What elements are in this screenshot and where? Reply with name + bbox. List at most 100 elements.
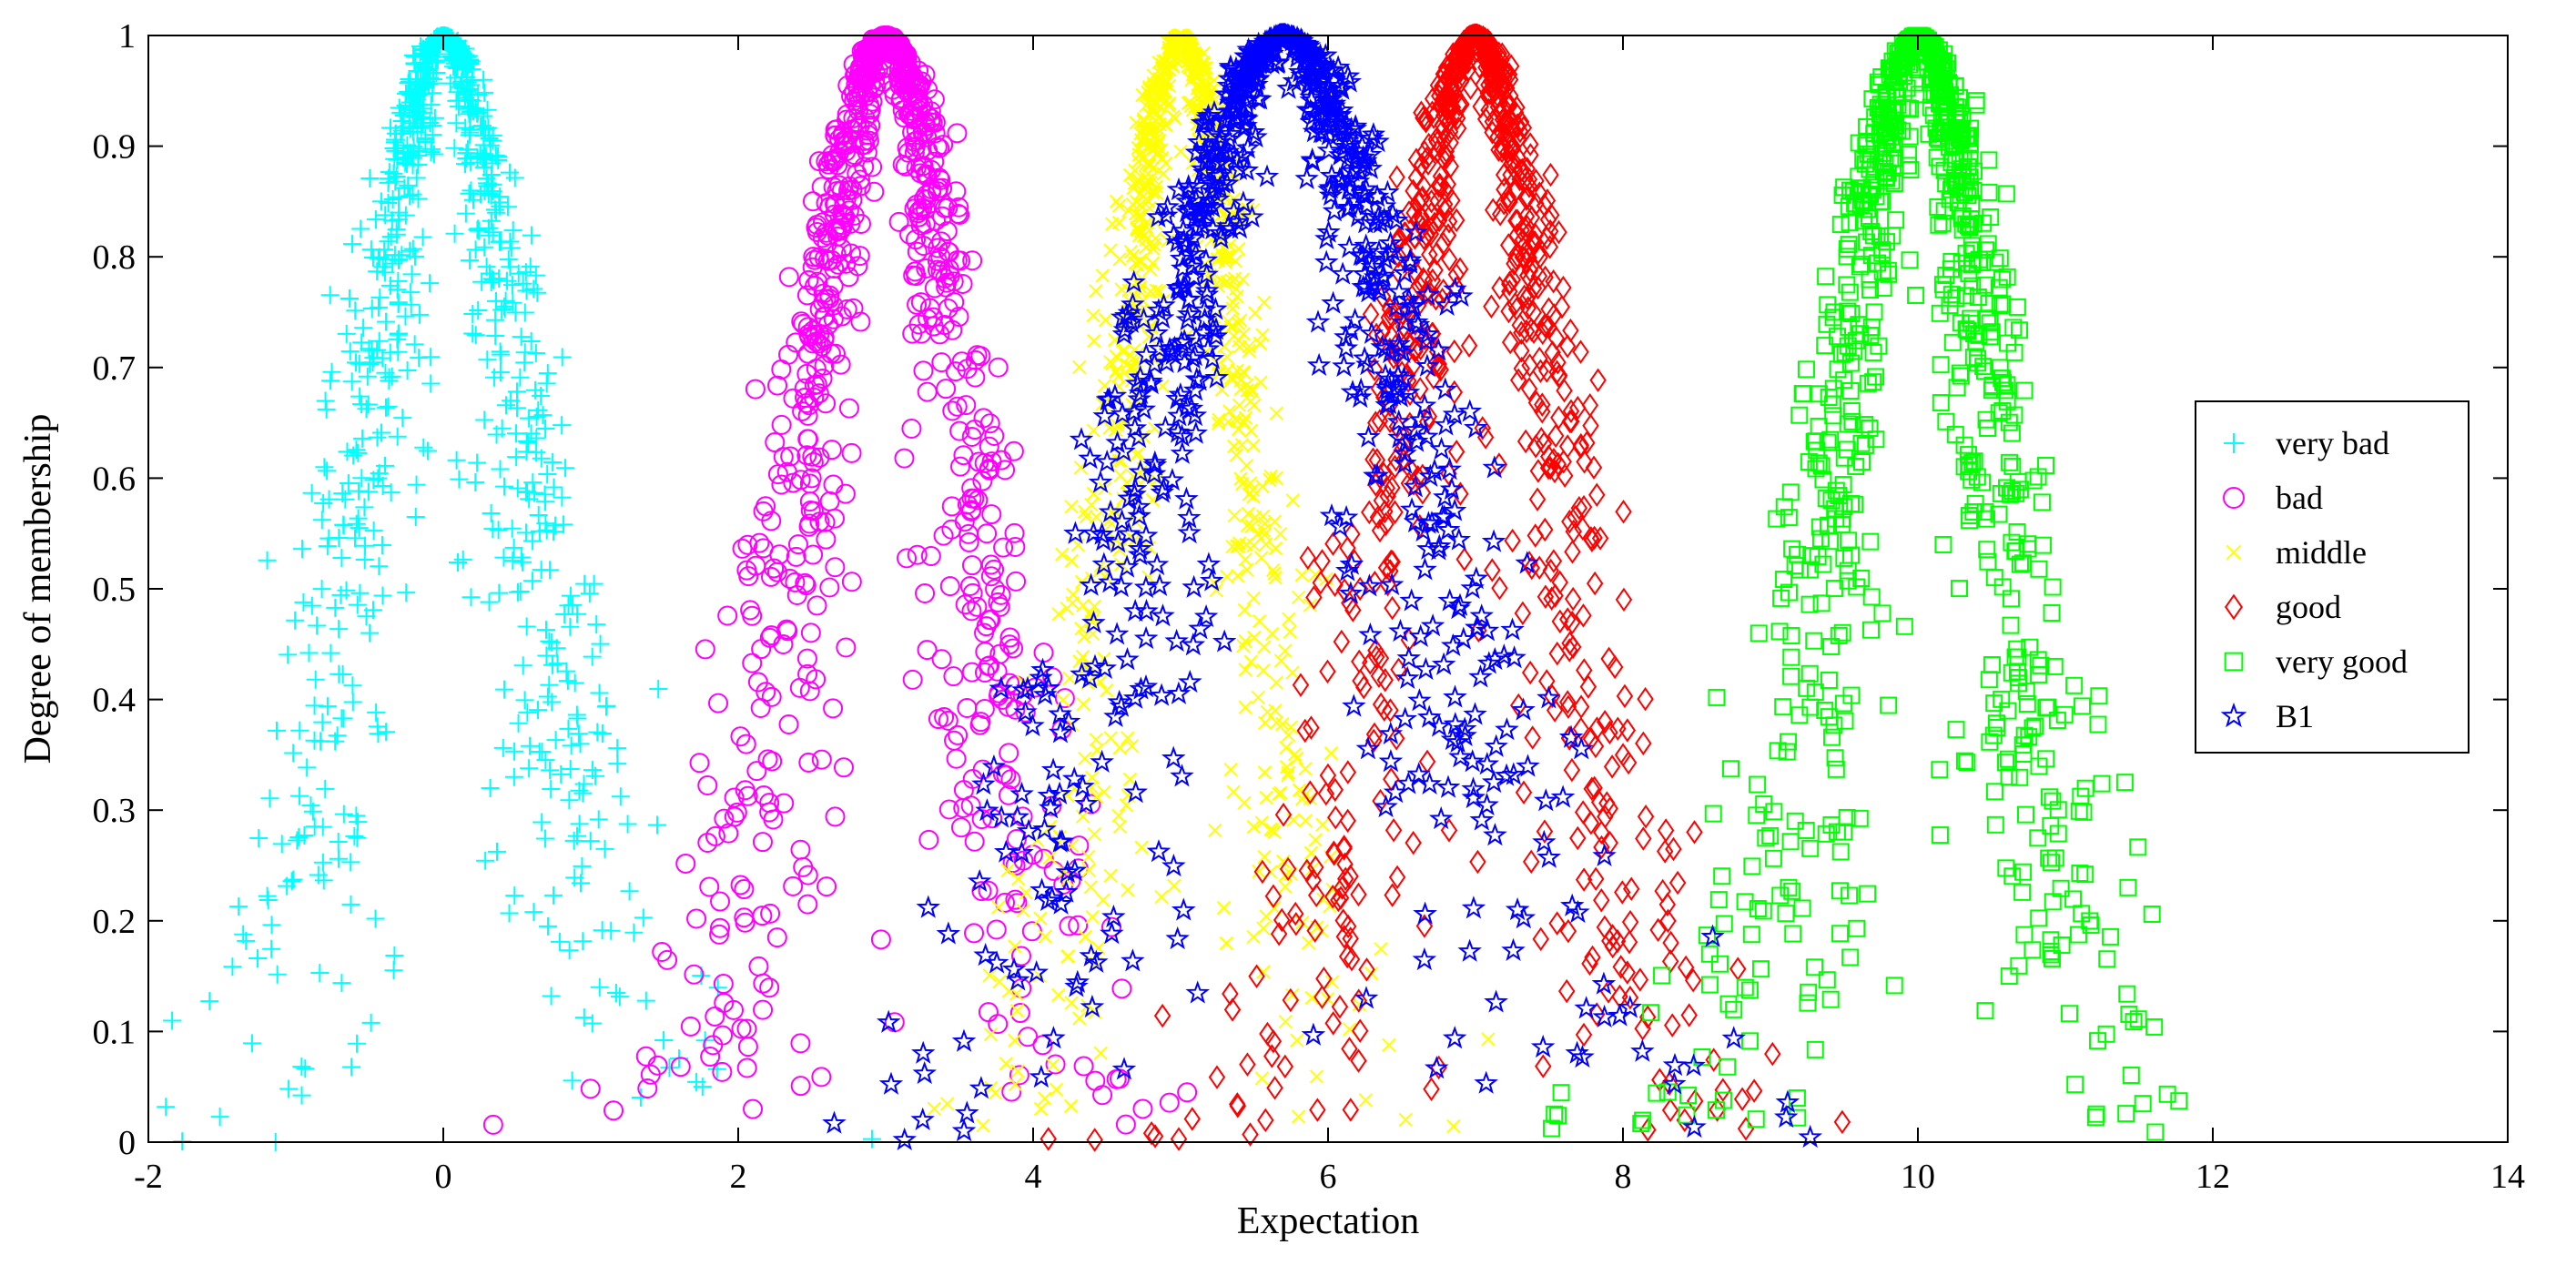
data-point [482,1114,503,1135]
data-point [1064,996,1079,1010]
data-point [797,865,818,886]
data-point [898,69,919,90]
data-point [988,357,1009,378]
data-point [421,374,441,393]
data-point [530,521,549,541]
data-point [738,566,759,587]
data-point [757,749,778,770]
data-point [557,662,576,681]
data-point [262,916,281,935]
data-point [606,983,625,1002]
data-point [800,622,821,643]
data-point [786,546,806,567]
data-point [804,387,825,408]
data-point [808,247,829,268]
data-point [288,831,307,850]
data-point [515,303,534,322]
data-point [1219,936,1234,951]
data-point [724,806,745,827]
data-point [731,1018,752,1039]
data-point [1032,1035,1053,1056]
data-point [907,294,928,315]
data-point [1269,675,1283,690]
data-point [302,596,321,615]
data-point [536,621,555,640]
data-point [507,382,526,401]
data-point [571,734,590,754]
data-point [447,43,466,62]
data-point [381,483,401,502]
data-point [897,81,918,102]
data-point [480,592,499,612]
data-point [959,575,980,596]
data-point [308,616,327,635]
data-point [730,875,751,896]
data-point [430,28,449,47]
data-point [979,436,999,457]
data-point [648,815,667,835]
data-point [1006,829,1027,850]
data-point [289,827,309,846]
data-point [279,1079,299,1098]
data-point [742,653,763,673]
data-point [522,226,541,245]
data-point [803,544,824,565]
data-point [502,519,522,538]
data-point [1231,421,1246,437]
data-point [1001,1081,1022,1102]
data-point [798,269,819,290]
data-point [553,416,572,435]
data-point [404,137,423,157]
data-point [753,501,774,521]
data-point [759,977,780,998]
data-point [796,648,817,669]
data-point [884,86,905,106]
data-point [941,496,962,517]
data-point [760,566,781,587]
data-point [974,698,995,719]
data-point [425,108,444,127]
data-point [403,239,422,258]
data-point [1229,281,1243,297]
data-point [483,175,502,194]
data-point [332,709,351,728]
data-point [1252,864,1266,879]
data-point [833,757,854,778]
data-point [475,410,494,430]
data-point [986,919,1007,940]
data-point [827,147,847,168]
data-point [568,826,587,845]
data-point [396,307,415,326]
data-point [332,974,351,993]
data-point [421,274,440,293]
data-point [329,832,348,851]
data-point [989,643,1010,664]
data-point [590,977,609,997]
data-point [894,448,915,469]
data-point [948,724,969,745]
data-point [357,400,376,419]
data-point [267,721,286,740]
data-point [737,534,758,555]
data-point [1098,313,1113,328]
data-point [870,929,891,950]
data-point [511,368,530,387]
data-point [680,1016,701,1037]
data-point [570,815,589,834]
data-point [796,363,817,384]
data-point [983,1027,999,1042]
data-point [543,655,562,674]
data-point [558,672,577,691]
data-point [397,84,416,103]
data-point [753,973,774,994]
data-point [447,450,466,470]
data-point [927,180,948,201]
data-point [593,921,612,940]
data-point [708,693,729,713]
data-point [366,210,385,229]
data-point [1238,633,1253,649]
data-point [315,458,334,477]
data-point [532,743,552,762]
data-point [799,681,820,702]
